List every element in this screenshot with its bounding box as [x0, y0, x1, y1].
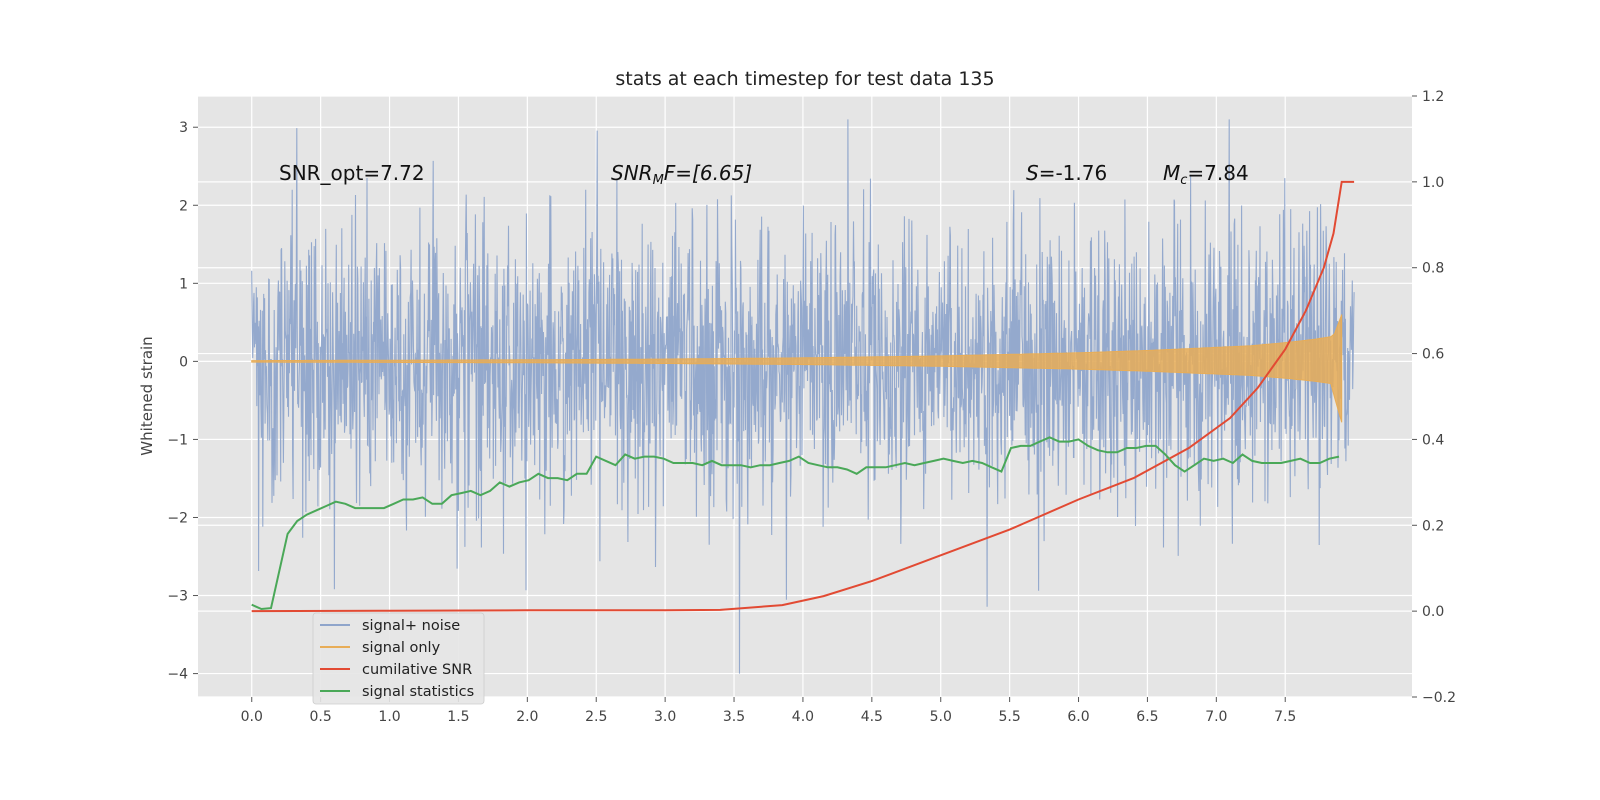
annotation-s: S=-1.76	[1026, 161, 1107, 185]
legend-label-cumulative-snr: cumilative SNR	[362, 662, 472, 678]
y-tick-label: 2	[179, 198, 188, 214]
y-tick-label: 1	[179, 276, 188, 292]
y-axis-label: Whitened strain	[138, 336, 156, 455]
y-axis-left: 3 2 1 0 −1 −2 −3 −4	[167, 120, 198, 683]
legend-label-signal-statistics: signal statistics	[362, 684, 474, 700]
y-tick-label: −2	[167, 510, 188, 526]
annotation-s-symbol: S	[1026, 161, 1039, 185]
y-right-tick-label: 1.0	[1422, 175, 1444, 191]
y-right-tick-label: 0.2	[1422, 518, 1444, 534]
signal-noise-series	[251, 119, 1355, 674]
annotation-snr-opt: SNR_opt=7.72	[279, 161, 425, 185]
x-tick-label: 2.0	[516, 709, 538, 725]
annotation-mc-value: =7.84	[1187, 161, 1248, 185]
x-tick-label: 5.0	[930, 709, 952, 725]
annotation-snr-mf-base: SNR	[611, 161, 653, 185]
annotation-snr-mf-sub: M	[653, 173, 664, 188]
cumulative-snr-series	[251, 180, 1355, 613]
legend-box	[312, 612, 485, 705]
x-tick-label: 5.5	[998, 709, 1020, 725]
x-axis: 0.0 0.5 1.0 1.5 2.0 2.5 3.0 3.5 4.0 4.5 5.0 5.5 6.0 6…	[241, 697, 1296, 725]
x-tick-label: 1.0	[378, 709, 400, 725]
legend-label-signal-noise: signal+ noise	[362, 618, 460, 634]
plot-background	[198, 96, 1412, 697]
legend: signal+ noise signal only cumilative SNR…	[312, 612, 485, 705]
y-tick-label: −4	[167, 667, 188, 683]
annotation-mc: Mc=7.84	[1163, 161, 1249, 188]
y-tick-label: −3	[167, 589, 188, 605]
x-tick-label: 2.5	[585, 709, 607, 725]
x-tick-label: 3.5	[723, 709, 745, 725]
chart-title: stats at each timestep for test data 135	[615, 68, 994, 90]
x-tick-label: 7.5	[1274, 709, 1296, 725]
annotation-s-value: =-1.76	[1039, 161, 1108, 185]
y-right-tick-label: 0.8	[1422, 261, 1444, 277]
x-tick-label: 1.5	[447, 709, 469, 725]
annotation-mc-base: M	[1163, 161, 1180, 185]
signal-noise-line	[251, 119, 1355, 674]
x-tick-label: 6.5	[1136, 709, 1158, 725]
x-tick-label: 6.0	[1067, 709, 1089, 725]
annotation-snr-mf: SNRMF=[6.65]	[611, 161, 752, 188]
x-tick-label: 3.0	[654, 709, 676, 725]
legend-label-signal-only: signal only	[362, 640, 441, 656]
y-axis-right: 1.2 1.0 0.8 0.6 0.4 0.2 0.0 −0.2	[1412, 89, 1456, 706]
x-tick-label: 4.5	[861, 709, 883, 725]
y-right-tick-label: 1.2	[1422, 89, 1444, 105]
y-right-tick-label: 0.4	[1422, 432, 1444, 448]
x-tick-label: 0.0	[241, 709, 263, 725]
y-right-tick-label: −0.2	[1422, 690, 1456, 706]
annotation-snr-mf-f: F=[6.65]	[664, 161, 752, 185]
signal-only-series	[251, 314, 1343, 423]
annotations: SNR_opt=7.72 SNRMF=[6.65] S=-1.76 Mc=7.8…	[279, 161, 1249, 188]
cumulative-snr-line	[251, 180, 1355, 613]
y-right-tick-label: 0.6	[1422, 347, 1444, 363]
signal-statistics-series	[251, 436, 1340, 611]
signal-statistics-line	[251, 436, 1340, 611]
signal-only-band	[251, 314, 1343, 423]
y-right-tick-label: 0.0	[1422, 604, 1444, 620]
annotation-mc-sub: c	[1180, 173, 1187, 188]
x-tick-label: 4.0	[792, 709, 814, 725]
y-tick-label: 0	[179, 354, 188, 370]
y-tick-label: 3	[179, 120, 188, 136]
x-tick-label: 0.5	[310, 709, 332, 725]
x-tick-label: 7.0	[1205, 709, 1227, 725]
y-tick-label: −1	[167, 432, 188, 448]
